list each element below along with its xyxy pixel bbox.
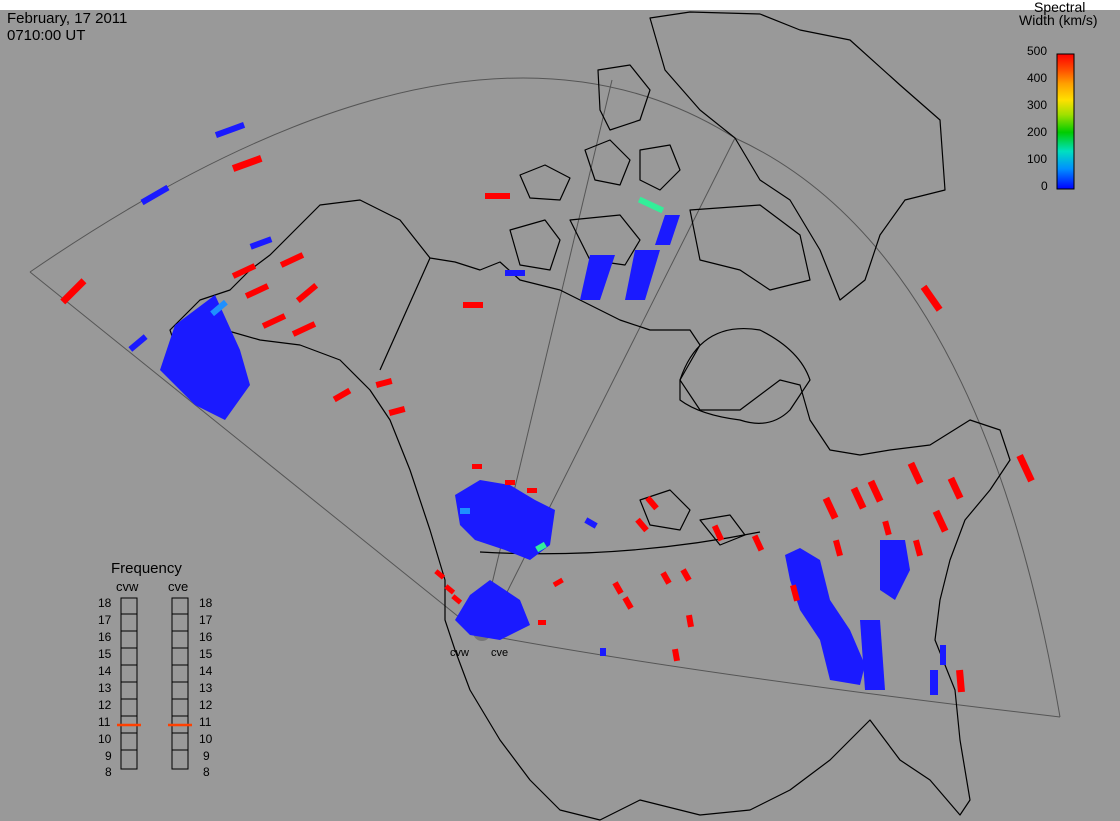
frequency-tick-right: 10	[199, 732, 213, 746]
frequency-tick-left: 12	[98, 698, 112, 712]
frequency-tick-right: 13	[199, 681, 213, 695]
frequency-tick-left: 18	[98, 596, 112, 610]
frequency-tick-right: 12	[199, 698, 213, 712]
time-label: 0710:00 UT	[7, 27, 86, 44]
frequency-radar-cve: cve	[168, 579, 189, 594]
coastlines	[169, 11, 1011, 821]
colorbar-tick: 100	[1027, 152, 1048, 166]
backscatter-sky-width	[210, 299, 470, 514]
colorbar-title-line1: Spectral	[1034, 0, 1086, 15]
frequency-title: Frequency	[111, 560, 182, 577]
frequency-tick-left: 8	[105, 765, 112, 779]
frequency-tick-left: 9	[105, 749, 112, 763]
frequency-tick-right: 9	[203, 749, 210, 763]
colorbar-tick: 200	[1027, 125, 1048, 139]
frequency-tick-left: 15	[98, 647, 112, 661]
date-label: February, 17 2011	[7, 10, 128, 27]
colorbar-tick: 300	[1027, 98, 1048, 112]
frequency-tick-left: 11	[98, 715, 111, 729]
top-strip	[0, 0, 1120, 10]
backscatter-high-width	[60, 155, 1035, 693]
frequency-tick-right: 18	[199, 596, 213, 610]
frequency-tick-left: 16	[98, 630, 112, 644]
colorbar-title-line2: Width (km/s)	[1019, 12, 1098, 28]
station-label-cvw: cvw	[450, 647, 469, 659]
frequency-tick-right: 11	[199, 715, 212, 729]
frequency-tick-right: 16	[199, 630, 213, 644]
frequency-tick-right: 15	[199, 647, 213, 661]
frequency-tick-right: 8	[203, 765, 210, 779]
colorbar-tick: 400	[1027, 71, 1048, 85]
backscatter-low-width	[128, 122, 946, 695]
colorbar-tick: 0	[1041, 179, 1048, 193]
frequency-tick-right: 14	[199, 664, 213, 678]
frequency-tick-left: 17	[98, 613, 112, 627]
frequency-tick-right: 17	[199, 613, 213, 627]
station-label-cve: cve	[491, 647, 509, 659]
frequency-tick-left: 10	[98, 732, 112, 746]
colorbar-tick: 500	[1027, 44, 1048, 58]
frequency-boxes	[120, 597, 189, 770]
frequency-tick-left: 14	[98, 664, 112, 678]
frequency-tick-left: 13	[98, 681, 112, 695]
backscatter-mid-width	[535, 196, 665, 553]
frequency-radar-cvw: cvw	[116, 579, 139, 594]
colorbar	[1056, 53, 1075, 190]
